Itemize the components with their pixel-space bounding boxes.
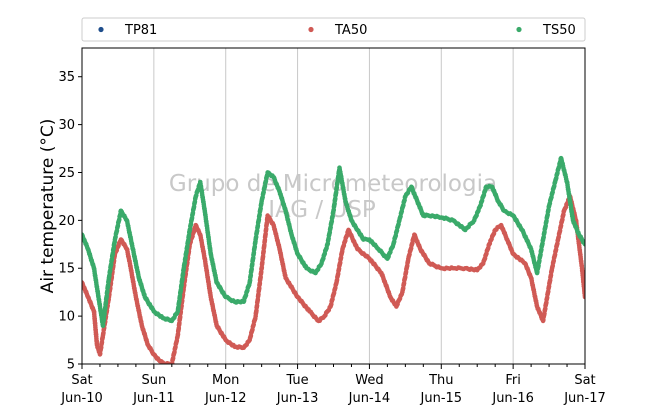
x-tick-day-label: Tue (285, 373, 308, 388)
x-tick-day-label: Wed (355, 373, 383, 388)
legend-frame (81, 17, 586, 42)
legend-label-ts50: TS50 (542, 23, 576, 38)
x-tick-day-label: Sat (71, 373, 92, 388)
y-tick-label: 30 (58, 118, 75, 133)
x-tick-date-label: Jun-12 (204, 391, 247, 406)
plot-area: Grupo de Micrometeorologia IAG / USP (81, 47, 586, 365)
y-tick-label: 35 (58, 70, 75, 85)
legend: TP81 TA50 TS50 (81, 17, 586, 42)
x-tick-date-label: Jun-14 (348, 391, 391, 406)
x-tick-day-label: Thu (428, 373, 453, 388)
x-tick-date-label: Jun-17 (563, 391, 606, 406)
point-ts50 (582, 242, 585, 247)
y-tick-label: 25 (58, 166, 75, 181)
y-tick-label: 20 (58, 214, 75, 229)
x-axis: Sat Jun-10 Sun Jun-11 Mon Jun-12 Tue Jun-13 Wed J… (60, 364, 606, 406)
x-tick-day-label: Fri (505, 373, 521, 388)
watermark-line-1: Grupo de Micrometeorologia (169, 171, 497, 197)
legend-marker-ts50 (516, 26, 522, 33)
legend-marker-tp81 (98, 26, 104, 33)
x-tick-day-label: Sat (574, 373, 595, 388)
series-ta50 (82, 194, 585, 364)
gridlines (153, 48, 514, 364)
x-tick-date-label: Jun-15 (420, 391, 463, 406)
point-ta50 (582, 294, 585, 300)
watermark: Grupo de Micrometeorologia IAG / USP (169, 171, 497, 223)
series-ts50 (82, 155, 585, 328)
legend-label-ta50: TA50 (334, 23, 367, 38)
legend-label-tp81: TP81 (124, 23, 157, 38)
y-axis-label: Air temperature (°C) (38, 119, 58, 294)
x-tick-day-label: Sun (141, 373, 166, 388)
y-axis: 5 10 15 20 25 30 35 (58, 70, 82, 373)
series-layer (82, 155, 585, 364)
y-tick-label: 15 (58, 262, 75, 277)
x-tick-date-label: Jun-10 (60, 391, 103, 406)
x-tick-date-label: Jun-16 (491, 391, 534, 406)
x-tick-day-label: Mon (212, 373, 239, 388)
legend-marker-ta50 (308, 26, 314, 33)
x-tick-date-label: Jun-11 (132, 391, 175, 406)
x-tick-date-label: Jun-13 (276, 391, 319, 406)
y-tick-label: 5 (67, 358, 75, 373)
y-tick-label: 10 (58, 310, 75, 325)
